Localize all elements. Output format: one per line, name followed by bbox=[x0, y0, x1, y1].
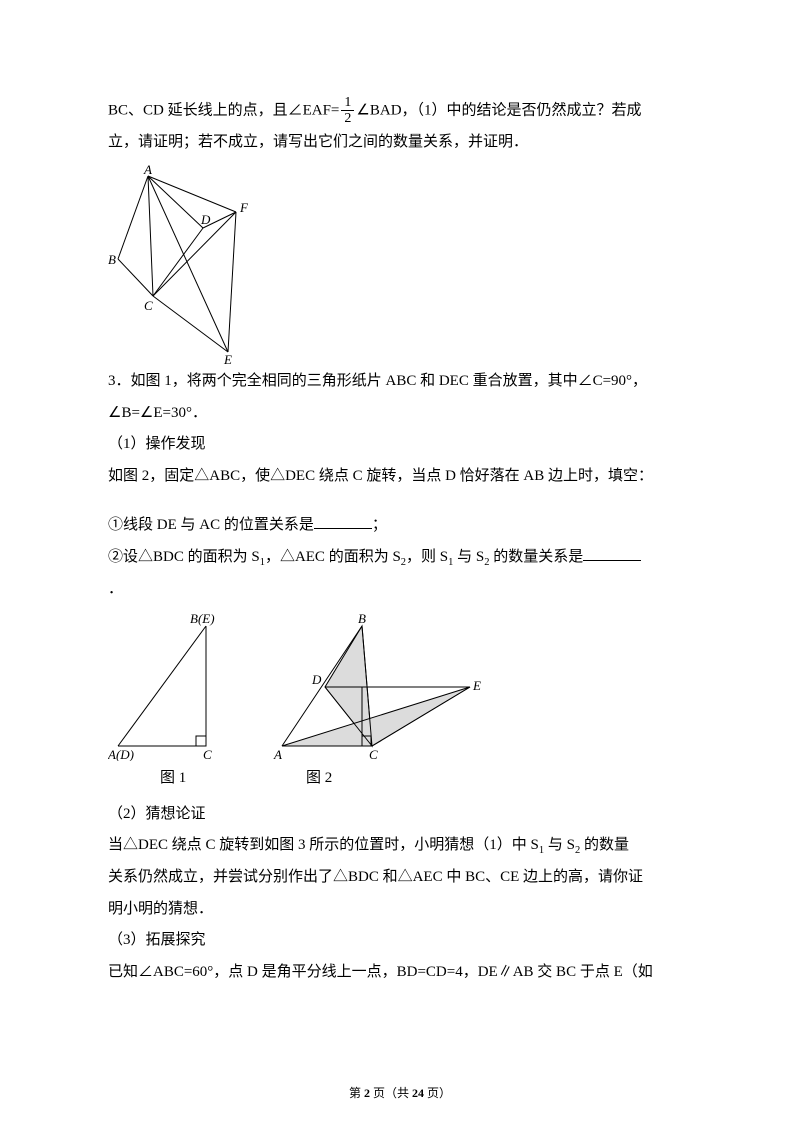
para-11: 当△DEC 绕点 C 旋转到如图 3 所示的位置时，小明猜想（1）中 S1 与 … bbox=[108, 830, 700, 862]
figure-quadrilateral-svg: A B C D F E bbox=[108, 164, 278, 364]
para-14: （3）拓展探究 bbox=[108, 925, 700, 957]
text: 与 S bbox=[453, 549, 484, 565]
footer-total-pages: 24 bbox=[412, 1086, 424, 1100]
para-4: ∠B=∠E=30°． bbox=[108, 398, 700, 430]
fig-label-2: 图 2 bbox=[306, 763, 332, 795]
label-BE: B(E) bbox=[190, 611, 215, 626]
label-E: E bbox=[223, 352, 232, 364]
footer-text: 页（共 bbox=[370, 1086, 412, 1100]
text: ； bbox=[372, 517, 387, 533]
figure-triangles-row: B(E) A(D) C bbox=[108, 611, 700, 761]
para-7: ①线段 DE 与 AC 的位置关系是 ； bbox=[108, 510, 700, 542]
blank-line bbox=[108, 492, 700, 510]
para-1: BC、CD 延长线上的点，且∠EAF=12∠BAD，（1）中的结论是否仍然成立？… bbox=[108, 95, 700, 127]
para-2: 立，请证明；若不成立，请写出它们之间的数量关系，并证明． bbox=[108, 127, 700, 159]
para-13: 明小明的猜想． bbox=[108, 894, 700, 926]
para-12: 关系仍然成立，并尝试分别作出了△BDC 和△AEC 中 BC、CE 边上的高，请… bbox=[108, 862, 700, 894]
para-8: ②设△BDC 的面积为 S1，△AEC 的面积为 S2，则 S1 与 S2 的数… bbox=[108, 542, 700, 574]
blank-1 bbox=[314, 515, 372, 530]
label-A: A bbox=[143, 164, 152, 177]
para-5: （1）操作发现 bbox=[108, 429, 700, 461]
label-C: C bbox=[203, 747, 212, 761]
footer-text: 页） bbox=[424, 1086, 451, 1100]
para-3: 3．如图 1，将两个完全相同的三角形纸片 ABC 和 DEC 重合放置，其中∠C… bbox=[108, 366, 700, 398]
fig-label-1: 图 1 bbox=[160, 763, 186, 795]
fraction-denominator: 2 bbox=[341, 111, 354, 126]
figure-tri-1-svg: B(E) A(D) C bbox=[108, 611, 248, 761]
fraction-half: 12 bbox=[341, 95, 354, 127]
blank-2 bbox=[583, 546, 641, 561]
text: BC、CD 延长线上的点，且∠EAF= bbox=[108, 102, 339, 118]
text: 当△DEC 绕点 C 旋转到如图 3 所示的位置时，小明猜想（1）中 S bbox=[108, 837, 539, 853]
text: ②设△BDC 的面积为 S bbox=[108, 549, 260, 565]
para-6: 如图 2，固定△ABC，使△DEC 绕点 C 旋转，当点 D 恰好落在 AB 边… bbox=[108, 461, 700, 493]
text: ①线段 DE 与 AC 的位置关系是 bbox=[108, 517, 314, 533]
para-15: 已知∠ABC=60°，点 D 是角平分线上一点，BD=CD=4，DE∥AB 交 … bbox=[108, 957, 700, 989]
text: ，则 S bbox=[406, 549, 448, 565]
text: 的数量关系是 bbox=[489, 549, 583, 565]
label-C2: C bbox=[369, 747, 378, 761]
text: 与 S bbox=[544, 837, 575, 853]
label-B: B bbox=[108, 252, 116, 267]
para-10: （2）猜想论证 bbox=[108, 799, 700, 831]
text: 的数量 bbox=[580, 837, 629, 853]
fraction-numerator: 1 bbox=[341, 95, 354, 111]
page-footer: 第 2 页（共 24 页） bbox=[0, 1081, 800, 1106]
label-D2: D bbox=[311, 672, 322, 687]
figure-quadrilateral: A B C D F E bbox=[108, 164, 700, 364]
footer-text: 第 bbox=[349, 1086, 364, 1100]
para-9: ． bbox=[108, 574, 700, 606]
label-F: F bbox=[239, 200, 249, 215]
label-AD: A(D) bbox=[108, 747, 134, 761]
label-D: D bbox=[200, 212, 211, 227]
figure-tri-2-svg: B D E A C bbox=[270, 611, 490, 761]
label-B2: B bbox=[358, 611, 366, 626]
label-C: C bbox=[144, 298, 153, 313]
label-A2: A bbox=[273, 747, 282, 761]
figure-labels: 图 1 图 2 bbox=[108, 763, 700, 795]
label-E2: E bbox=[472, 678, 481, 693]
text: ∠BAD，（1）中的结论是否仍然成立？若成 bbox=[356, 102, 641, 118]
page: BC、CD 延长线上的点，且∠EAF=12∠BAD，（1）中的结论是否仍然成立？… bbox=[0, 0, 800, 1132]
text: ，△AEC 的面积为 S bbox=[265, 549, 401, 565]
